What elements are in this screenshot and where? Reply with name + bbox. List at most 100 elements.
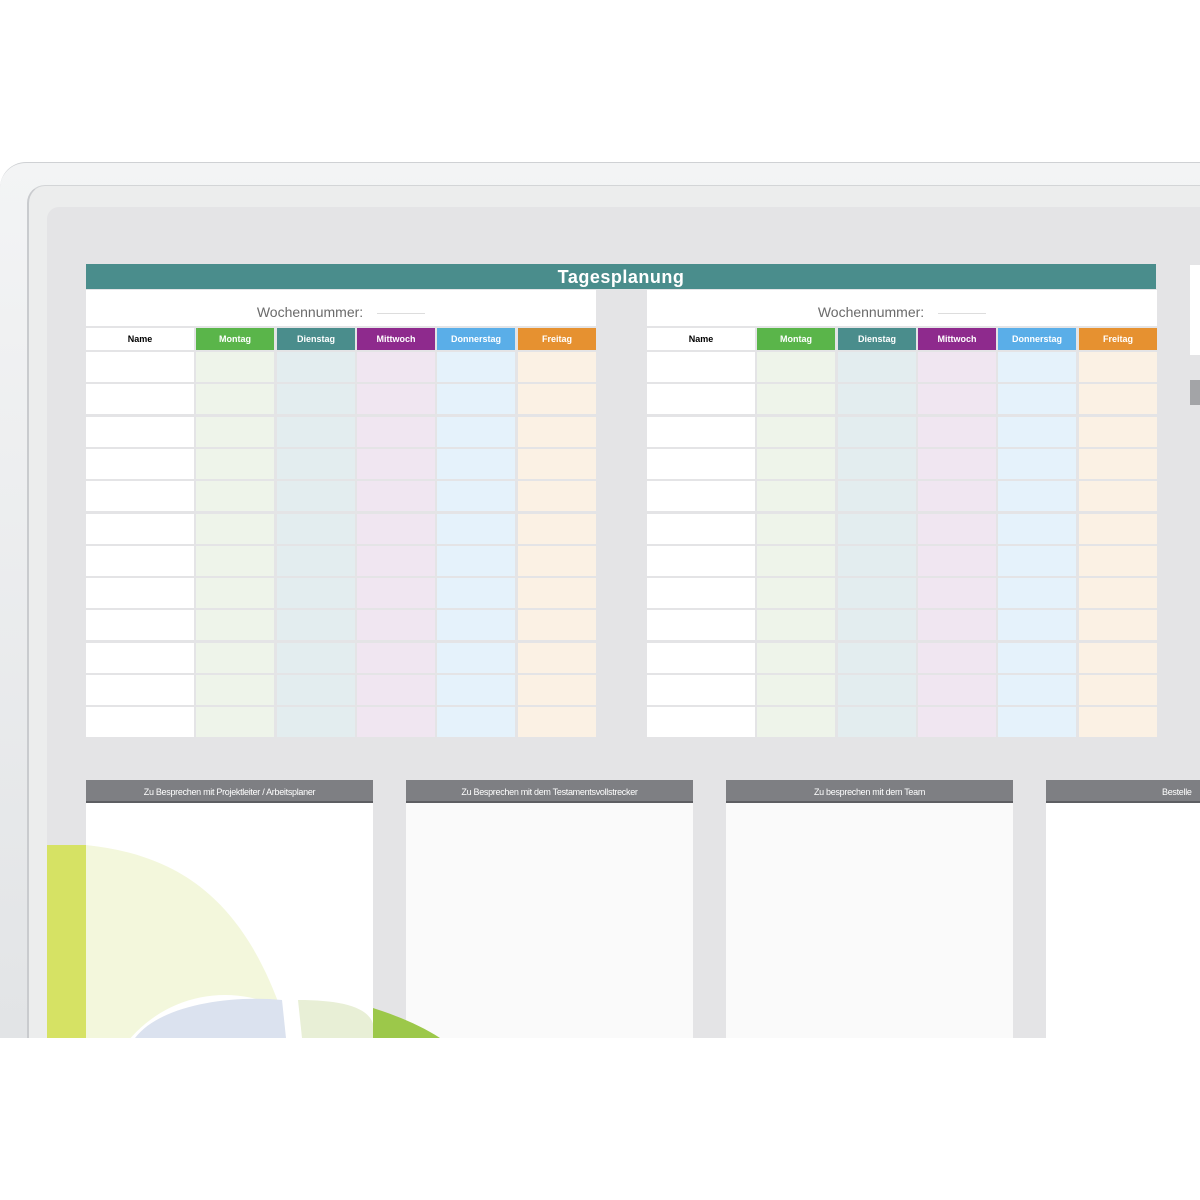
day-cell-dienstag[interactable] xyxy=(277,384,355,415)
day-cell-mittwoch[interactable] xyxy=(918,610,996,641)
day-cell-donnerstag[interactable] xyxy=(437,481,515,512)
day-cell-mittwoch[interactable] xyxy=(357,384,435,415)
day-cell-donnerstag[interactable] xyxy=(437,578,515,609)
day-cell-mittwoch[interactable] xyxy=(918,675,996,705)
day-cell-freitag[interactable] xyxy=(518,610,596,641)
day-cell-freitag[interactable] xyxy=(518,416,596,447)
day-cell-freitag[interactable] xyxy=(1079,481,1157,512)
day-cell-freitag[interactable] xyxy=(1079,642,1157,673)
name-cell[interactable] xyxy=(647,578,755,609)
day-cell-dienstag[interactable] xyxy=(838,384,916,415)
day-cell-freitag[interactable] xyxy=(1079,448,1157,479)
day-cell-montag[interactable] xyxy=(196,707,274,738)
day-cell-freitag[interactable] xyxy=(518,513,596,544)
day-cell-montag[interactable] xyxy=(196,416,274,447)
day-cell-donnerstag[interactable] xyxy=(998,578,1076,609)
day-cell-donnerstag[interactable] xyxy=(998,513,1076,544)
day-cell-montag[interactable] xyxy=(196,642,274,673)
day-cell-donnerstag[interactable] xyxy=(998,352,1076,382)
day-cell-mittwoch[interactable] xyxy=(357,352,435,382)
day-cell-montag[interactable] xyxy=(757,642,835,673)
day-cell-montag[interactable] xyxy=(196,610,274,641)
name-cell[interactable] xyxy=(647,448,755,479)
day-cell-freitag[interactable] xyxy=(518,384,596,415)
name-cell[interactable] xyxy=(647,675,755,705)
day-cell-montag[interactable] xyxy=(757,481,835,512)
day-cell-donnerstag[interactable] xyxy=(437,416,515,447)
name-cell[interactable] xyxy=(647,642,755,673)
day-cell-dienstag[interactable] xyxy=(277,545,355,576)
day-cell-freitag[interactable] xyxy=(518,642,596,673)
day-cell-mittwoch[interactable] xyxy=(918,448,996,479)
day-cell-dienstag[interactable] xyxy=(838,675,916,705)
day-cell-freitag[interactable] xyxy=(1079,416,1157,447)
day-cell-montag[interactable] xyxy=(757,707,835,738)
day-cell-dienstag[interactable] xyxy=(838,642,916,673)
day-cell-montag[interactable] xyxy=(196,675,274,705)
name-cell[interactable] xyxy=(86,545,194,576)
day-cell-montag[interactable] xyxy=(196,352,274,382)
day-cell-dienstag[interactable] xyxy=(838,610,916,641)
day-cell-freitag[interactable] xyxy=(1079,513,1157,544)
day-cell-donnerstag[interactable] xyxy=(998,384,1076,415)
day-cell-montag[interactable] xyxy=(757,513,835,544)
name-cell[interactable] xyxy=(647,352,755,382)
name-cell[interactable] xyxy=(647,545,755,576)
day-cell-dienstag[interactable] xyxy=(277,352,355,382)
day-cell-montag[interactable] xyxy=(196,545,274,576)
name-cell[interactable] xyxy=(86,416,194,447)
day-cell-mittwoch[interactable] xyxy=(918,481,996,512)
day-cell-dienstag[interactable] xyxy=(838,707,916,738)
day-cell-dienstag[interactable] xyxy=(277,481,355,512)
name-cell[interactable] xyxy=(86,448,194,479)
name-cell[interactable] xyxy=(86,481,194,512)
day-cell-mittwoch[interactable] xyxy=(357,675,435,705)
day-cell-mittwoch[interactable] xyxy=(357,610,435,641)
name-cell[interactable] xyxy=(86,642,194,673)
name-cell[interactable] xyxy=(647,513,755,544)
day-cell-freitag[interactable] xyxy=(1079,610,1157,641)
name-cell[interactable] xyxy=(86,352,194,382)
day-cell-dienstag[interactable] xyxy=(277,675,355,705)
name-cell[interactable] xyxy=(647,384,755,415)
day-cell-montag[interactable] xyxy=(196,578,274,609)
name-cell[interactable] xyxy=(86,675,194,705)
day-cell-mittwoch[interactable] xyxy=(918,545,996,576)
week-number-field[interactable] xyxy=(938,312,987,314)
day-cell-donnerstag[interactable] xyxy=(998,675,1076,705)
day-cell-montag[interactable] xyxy=(196,384,274,415)
day-cell-dienstag[interactable] xyxy=(838,545,916,576)
day-cell-mittwoch[interactable] xyxy=(918,416,996,447)
day-cell-dienstag[interactable] xyxy=(277,513,355,544)
day-cell-montag[interactable] xyxy=(196,448,274,479)
day-cell-freitag[interactable] xyxy=(518,675,596,705)
day-cell-donnerstag[interactable] xyxy=(437,352,515,382)
day-cell-dienstag[interactable] xyxy=(838,352,916,382)
day-cell-dienstag[interactable] xyxy=(277,416,355,447)
day-cell-freitag[interactable] xyxy=(1079,545,1157,576)
day-cell-mittwoch[interactable] xyxy=(357,513,435,544)
day-cell-donnerstag[interactable] xyxy=(437,675,515,705)
day-cell-donnerstag[interactable] xyxy=(437,384,515,415)
day-cell-dienstag[interactable] xyxy=(277,610,355,641)
day-cell-mittwoch[interactable] xyxy=(918,578,996,609)
name-cell[interactable] xyxy=(86,610,194,641)
day-cell-montag[interactable] xyxy=(757,610,835,641)
day-cell-mittwoch[interactable] xyxy=(357,448,435,479)
day-cell-mittwoch[interactable] xyxy=(918,352,996,382)
day-cell-donnerstag[interactable] xyxy=(437,707,515,738)
day-cell-freitag[interactable] xyxy=(518,481,596,512)
day-cell-montag[interactable] xyxy=(757,352,835,382)
day-cell-mittwoch[interactable] xyxy=(918,707,996,738)
name-cell[interactable] xyxy=(86,578,194,609)
day-cell-montag[interactable] xyxy=(757,578,835,609)
week-number-field[interactable] xyxy=(377,312,426,314)
day-cell-donnerstag[interactable] xyxy=(998,448,1076,479)
day-cell-donnerstag[interactable] xyxy=(437,513,515,544)
name-cell[interactable] xyxy=(647,416,755,447)
day-cell-donnerstag[interactable] xyxy=(437,545,515,576)
day-cell-dienstag[interactable] xyxy=(277,578,355,609)
day-cell-donnerstag[interactable] xyxy=(998,610,1076,641)
day-cell-freitag[interactable] xyxy=(1079,352,1157,382)
name-cell[interactable] xyxy=(647,610,755,641)
